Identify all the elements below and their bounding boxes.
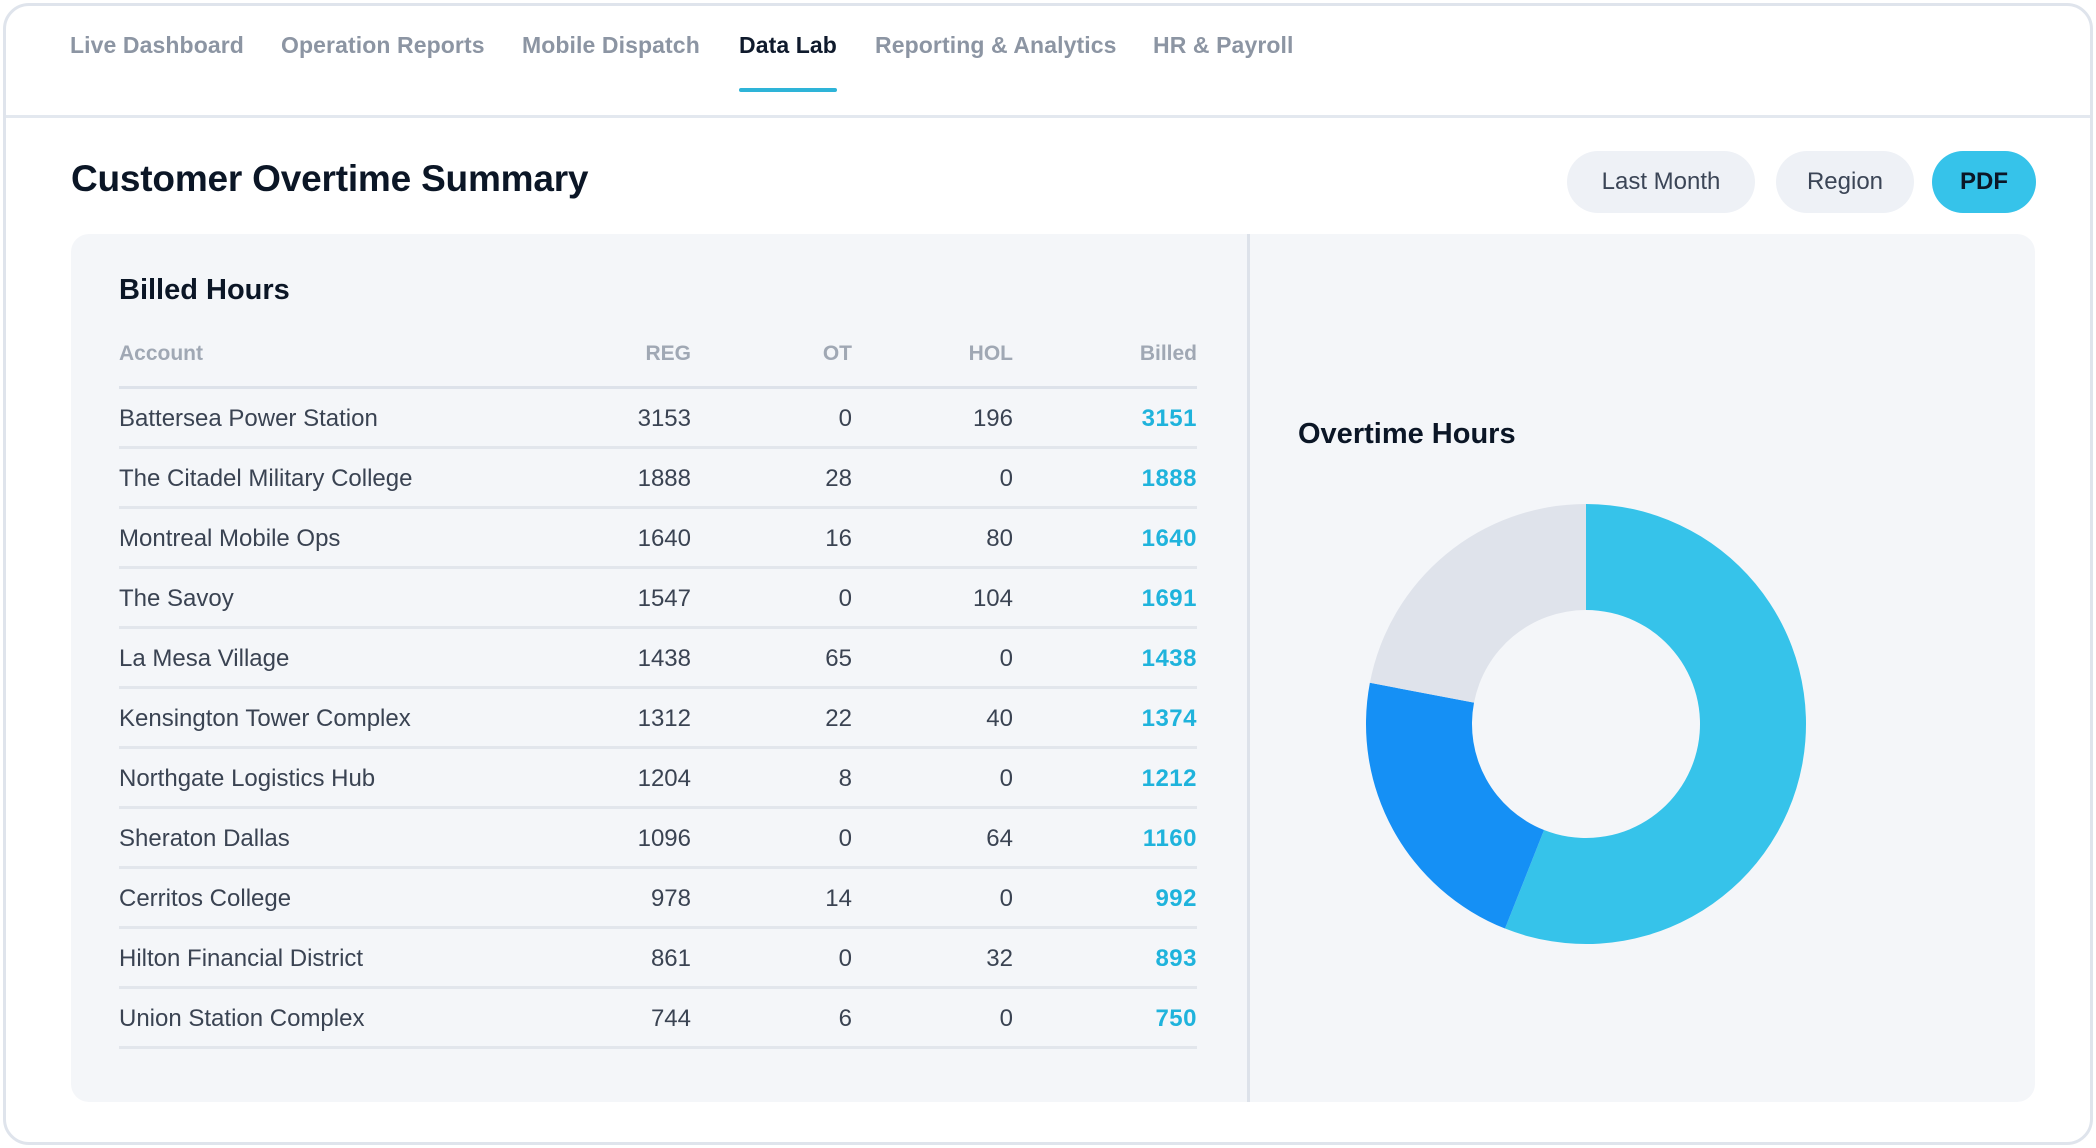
page-title: Customer Overtime Summary <box>71 158 589 199</box>
period-filter-button[interactable]: Last Month <box>1567 151 1755 213</box>
cell-hol: 196 <box>972 405 1013 432</box>
cell-ot: 0 <box>838 825 852 852</box>
cell-billed: 1212 <box>1141 765 1197 792</box>
cell-ot: 22 <box>825 705 852 732</box>
cell-reg: 1096 <box>637 825 691 852</box>
table-row[interactable]: The Savoy 1547 0 104 1691 <box>119 569 1197 629</box>
cell-ot: 16 <box>825 525 852 552</box>
cell-reg: 1888 <box>637 465 691 492</box>
cell-ot: 0 <box>838 585 852 612</box>
region-filter-button[interactable]: Region <box>1776 151 1914 213</box>
table-row[interactable]: Union Station Complex 744 6 0 750 <box>119 989 1197 1049</box>
summary-card: Billed Hours Account REG OT HOL Billed B… <box>71 234 2035 1102</box>
cell-billed: 1438 <box>1141 645 1197 672</box>
tab-data-lab-label: Data Lab <box>739 32 837 58</box>
tab-mobile-dispatch[interactable]: Mobile Dispatch <box>522 32 700 58</box>
table-row[interactable]: Sheraton Dallas 1096 0 64 1160 <box>119 809 1197 869</box>
cell-reg: 1204 <box>637 765 691 792</box>
cell-billed: 992 <box>1155 885 1197 912</box>
top-nav: Live Dashboard Operation Reports Mobile … <box>6 6 2090 118</box>
cell-account: The Savoy <box>119 585 234 612</box>
col-hol[interactable]: HOL <box>968 342 1013 365</box>
billed-hours-table: Account REG OT HOL Billed Battersea Powe… <box>119 334 1197 1049</box>
cell-ot: 28 <box>825 465 852 492</box>
table-row[interactable]: Northgate Logistics Hub 1204 8 0 1212 <box>119 749 1197 809</box>
cell-hol: 104 <box>972 585 1013 612</box>
cell-hol: 80 <box>986 525 1013 552</box>
cell-account: Cerritos College <box>119 885 292 912</box>
cell-account: Sheraton Dallas <box>119 825 290 852</box>
table-row[interactable]: Kensington Tower Complex 1312 22 40 1374 <box>119 689 1197 749</box>
cell-ot: 0 <box>838 405 852 432</box>
cell-ot: 6 <box>838 1005 852 1032</box>
cell-reg: 3153 <box>637 405 691 432</box>
cell-account: Union Station Complex <box>119 1005 365 1032</box>
tab-live-dashboard[interactable]: Live Dashboard <box>70 32 244 58</box>
cell-account: Montreal Mobile Ops <box>119 525 341 552</box>
overtime-donut-chart <box>1366 504 1806 944</box>
panel-divider <box>1247 234 1250 1102</box>
cell-billed: 1691 <box>1141 585 1197 612</box>
donut-slice-3[interactable] <box>1369 504 1586 703</box>
cell-reg: 1547 <box>637 585 691 612</box>
cell-billed: 1888 <box>1141 465 1197 492</box>
cell-billed: 1640 <box>1141 525 1197 552</box>
cell-reg: 1438 <box>637 645 691 672</box>
table-header: Account REG OT HOL Billed <box>119 334 1197 389</box>
cell-reg: 1312 <box>637 705 691 732</box>
cell-hol: 0 <box>999 465 1013 492</box>
table-row[interactable]: Montreal Mobile Ops 1640 16 80 1640 <box>119 509 1197 569</box>
table-row[interactable]: Cerritos College 978 14 0 992 <box>119 869 1197 929</box>
cell-account: The Citadel Military College <box>119 465 413 492</box>
cell-account: Battersea Power Station <box>119 405 378 432</box>
cell-billed: 1160 <box>1142 825 1197 852</box>
app-window: Live Dashboard Operation Reports Mobile … <box>3 3 2093 1145</box>
donut-slice-1[interactable] <box>1505 504 1806 944</box>
col-reg[interactable]: REG <box>645 342 691 365</box>
cell-hol: 40 <box>986 705 1013 732</box>
pdf-export-button[interactable]: PDF <box>1932 151 2036 213</box>
cell-hol: 64 <box>986 825 1013 852</box>
tab-operation-reports[interactable]: Operation Reports <box>281 32 485 58</box>
cell-reg: 1640 <box>637 525 691 552</box>
tab-reporting-analytics[interactable]: Reporting & Analytics <box>875 32 1117 58</box>
donut-slice-2[interactable] <box>1366 682 1545 929</box>
cell-hol: 0 <box>999 645 1013 672</box>
cell-ot: 8 <box>838 765 852 792</box>
cell-hol: 0 <box>999 1005 1013 1032</box>
table-body: Battersea Power Station 3153 0 196 3151 The C… <box>119 389 1197 1049</box>
table-row[interactable]: Battersea Power Station 3153 0 196 3151 <box>119 389 1197 449</box>
tab-data-lab[interactable]: Data Lab <box>739 32 837 92</box>
cell-ot: 0 <box>838 945 852 972</box>
active-tab-indicator <box>739 88 837 92</box>
cell-billed: 893 <box>1155 945 1197 972</box>
cell-billed: 1374 <box>1141 705 1197 732</box>
col-account[interactable]: Account <box>119 342 203 365</box>
col-billed[interactable]: Billed <box>1139 342 1197 365</box>
cell-billed: 3151 <box>1141 405 1197 432</box>
table-row[interactable]: La Mesa Village 1438 65 0 1438 <box>119 629 1197 689</box>
cell-reg: 744 <box>650 1005 691 1032</box>
cell-hol: 0 <box>999 765 1013 792</box>
cell-account: La Mesa Village <box>119 645 290 672</box>
table-row[interactable]: Hilton Financial District 861 0 32 893 <box>119 929 1197 989</box>
tab-hr-payroll[interactable]: HR & Payroll <box>1153 32 1294 58</box>
cell-ot: 14 <box>825 885 852 912</box>
billed-hours-title: Billed Hours <box>119 274 290 306</box>
cell-hol: 32 <box>986 945 1013 972</box>
cell-account: Kensington Tower Complex <box>119 705 411 732</box>
cell-billed: 750 <box>1155 1005 1197 1032</box>
cell-account: Northgate Logistics Hub <box>119 765 376 792</box>
cell-reg: 978 <box>650 885 691 912</box>
cell-ot: 65 <box>825 645 852 672</box>
table-row[interactable]: The Citadel Military College 1888 28 0 1888 <box>119 449 1197 509</box>
col-ot[interactable]: OT <box>822 342 852 365</box>
cell-account: Hilton Financial District <box>119 945 364 972</box>
cell-hol: 0 <box>999 885 1013 912</box>
cell-reg: 861 <box>650 945 691 972</box>
chart-title: Overtime Hours <box>1298 418 1516 450</box>
